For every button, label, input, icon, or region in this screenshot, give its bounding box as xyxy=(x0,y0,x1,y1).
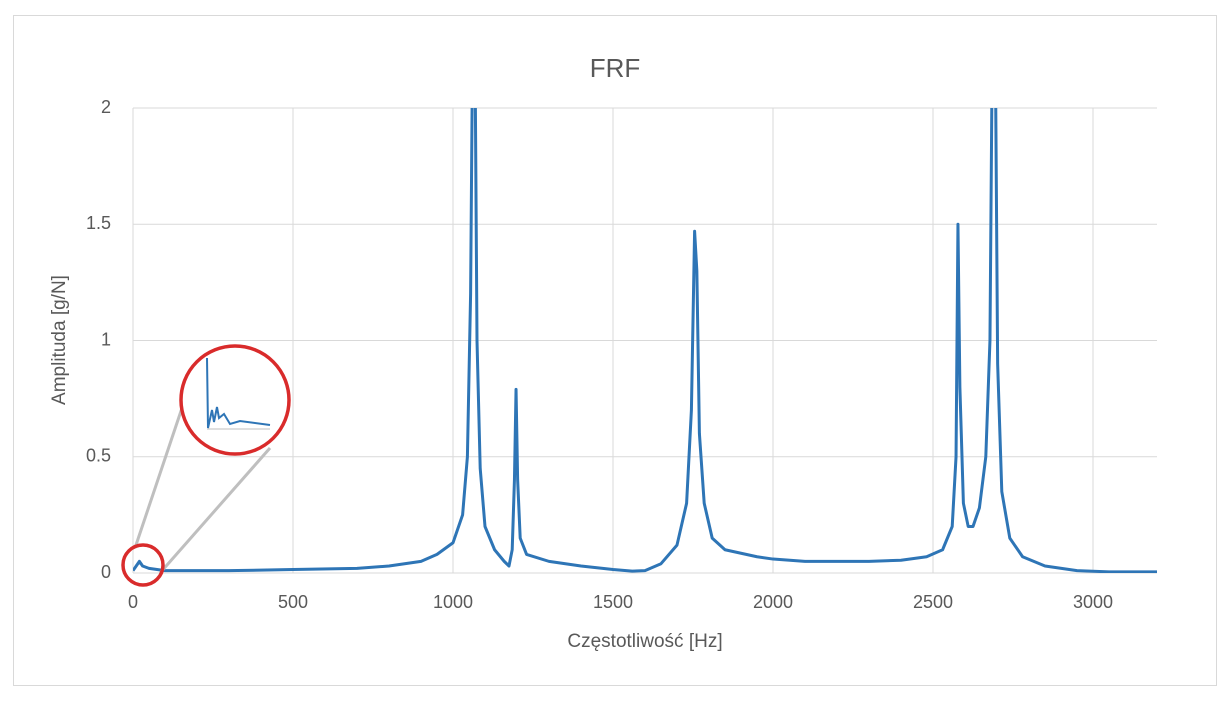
connector xyxy=(133,407,184,549)
y-tick-label: 0.5 xyxy=(86,446,111,466)
x-tick-label: 2000 xyxy=(753,592,793,612)
y-tick-label: 2 xyxy=(101,97,111,117)
inset-line xyxy=(206,357,271,429)
chart-title: FRF xyxy=(590,53,641,83)
grid xyxy=(132,107,1157,574)
highlight-circle xyxy=(121,543,165,587)
x-tick-label: 3000 xyxy=(1073,592,1113,612)
data-line xyxy=(133,108,1157,573)
y-tick-label: 0 xyxy=(101,562,111,582)
x-axis-label: Częstotliwość [Hz] xyxy=(567,631,722,652)
y-axis-label: Amplituda [g/N] xyxy=(49,275,70,405)
y-tick-label: 1.5 xyxy=(86,213,111,233)
x-tick-label: 0 xyxy=(128,592,138,612)
y-tick-label: 1 xyxy=(101,329,111,349)
x-tick-label: 500 xyxy=(278,592,308,612)
x-tick-label: 1000 xyxy=(433,592,473,612)
chart-border xyxy=(13,15,1217,686)
connector xyxy=(158,447,272,574)
plot-area xyxy=(133,108,1157,573)
x-tick-label: 1500 xyxy=(593,592,633,612)
x-tick-label: 2500 xyxy=(913,592,953,612)
zoom-circle xyxy=(179,344,291,456)
zoom-annotation xyxy=(121,344,291,587)
inset-bg xyxy=(206,355,270,433)
